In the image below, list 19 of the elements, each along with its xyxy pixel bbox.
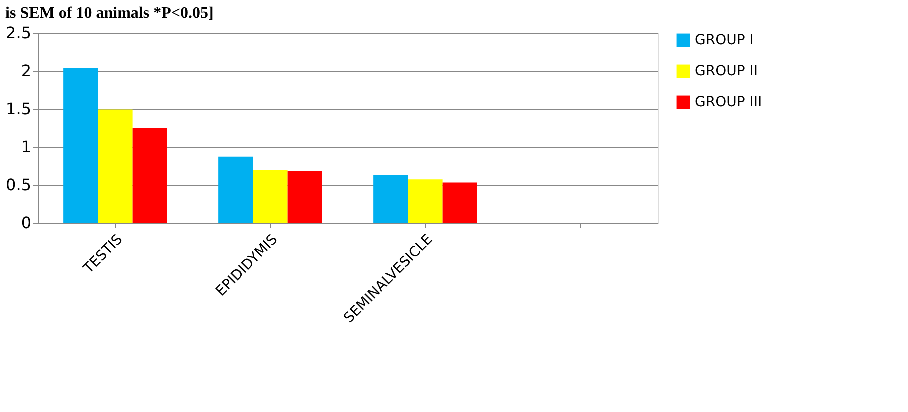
y-tick-label: 2 <box>21 62 32 80</box>
legend-label: GROUP II <box>695 64 758 80</box>
y-tick-label: 0.5 <box>6 176 32 194</box>
y-tick-label: 0 <box>21 214 32 232</box>
bar <box>98 110 133 223</box>
bar <box>132 128 168 223</box>
bar <box>288 171 322 223</box>
bar <box>64 68 98 223</box>
legend-label: GROUP I <box>695 32 754 48</box>
bar <box>218 156 254 223</box>
y-tick-label: 1.5 <box>6 100 32 118</box>
bar <box>374 175 408 223</box>
y-tick-label: 2.5 <box>6 24 32 42</box>
y-tick-label: 1 <box>21 138 32 156</box>
bar <box>408 180 443 223</box>
bar <box>253 170 288 223</box>
legend-label: GROUP III <box>695 94 762 110</box>
bar <box>442 182 478 223</box>
chart-title: is SEM of 10 animals *P<0.05] <box>6 5 214 22</box>
